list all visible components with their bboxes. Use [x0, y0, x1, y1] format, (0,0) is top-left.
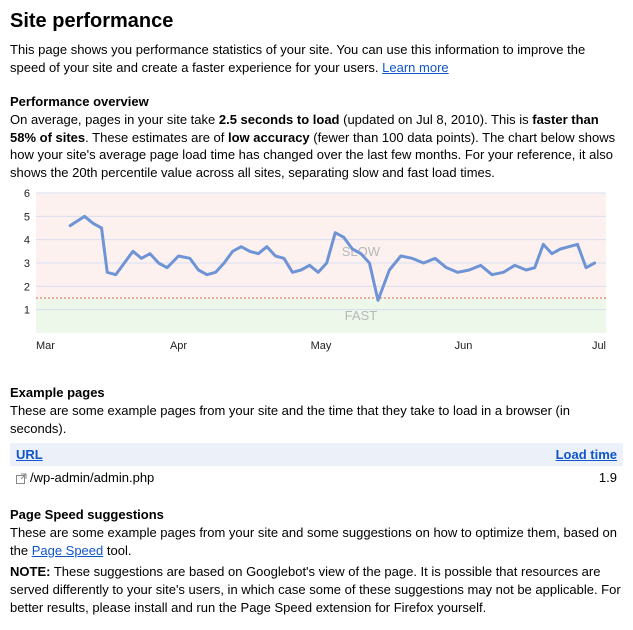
svg-text:6: 6	[24, 188, 30, 200]
page-title: Site performance	[10, 10, 623, 33]
line-chart-svg: 1 2 3 4 5 6 SLOW FAST Mar Apr May Jun Jul	[10, 187, 610, 367]
svg-text:1: 1	[24, 305, 30, 317]
suggestions-note: NOTE: These suggestions are based on Goo…	[10, 563, 623, 616]
col-url[interactable]: URL	[10, 443, 422, 466]
svg-text:3: 3	[24, 258, 30, 270]
svg-text:Jun: Jun	[455, 340, 473, 352]
svg-text:Apr: Apr	[170, 340, 187, 352]
pagespeed-link[interactable]: Page Speed	[32, 543, 104, 558]
examples-heading: Example pages	[10, 385, 623, 400]
svg-text:May: May	[311, 340, 332, 352]
intro-body: This page shows you performance statisti…	[10, 42, 585, 75]
svg-text:FAST: FAST	[345, 308, 378, 323]
intro-text: This page shows you performance statisti…	[10, 41, 623, 76]
suggestions-heading: Page Speed suggestions	[10, 507, 623, 522]
cell-url: /wp-admin/admin.php	[10, 466, 422, 489]
performance-chart: 1 2 3 4 5 6 SLOW FAST Mar Apr May Jun Jul	[10, 187, 623, 367]
suggestions-text: These are some example pages from your s…	[10, 524, 623, 559]
overview-heading: Performance overview	[10, 94, 623, 109]
learn-more-link[interactable]: Learn more	[382, 60, 448, 75]
svg-text:2: 2	[24, 282, 30, 294]
examples-desc: These are some example pages from your s…	[10, 402, 623, 437]
table-row: /wp-admin/admin.php1.9	[10, 466, 623, 489]
svg-text:4: 4	[24, 235, 30, 247]
svg-text:SLOW: SLOW	[342, 244, 381, 259]
col-url-link[interactable]: URL	[16, 447, 43, 462]
cell-time: 1.9	[422, 466, 623, 489]
svg-text:Jul: Jul	[592, 340, 606, 352]
col-time-link[interactable]: Load time	[556, 447, 617, 462]
svg-text:5: 5	[24, 212, 30, 224]
external-link-icon	[16, 473, 27, 484]
col-time[interactable]: Load time	[422, 443, 623, 466]
overview-text: On average, pages in your site take 2.5 …	[10, 111, 623, 181]
svg-text:Mar: Mar	[36, 340, 55, 352]
examples-table: URL Load time /wp-admin/admin.php1.9	[10, 443, 623, 489]
